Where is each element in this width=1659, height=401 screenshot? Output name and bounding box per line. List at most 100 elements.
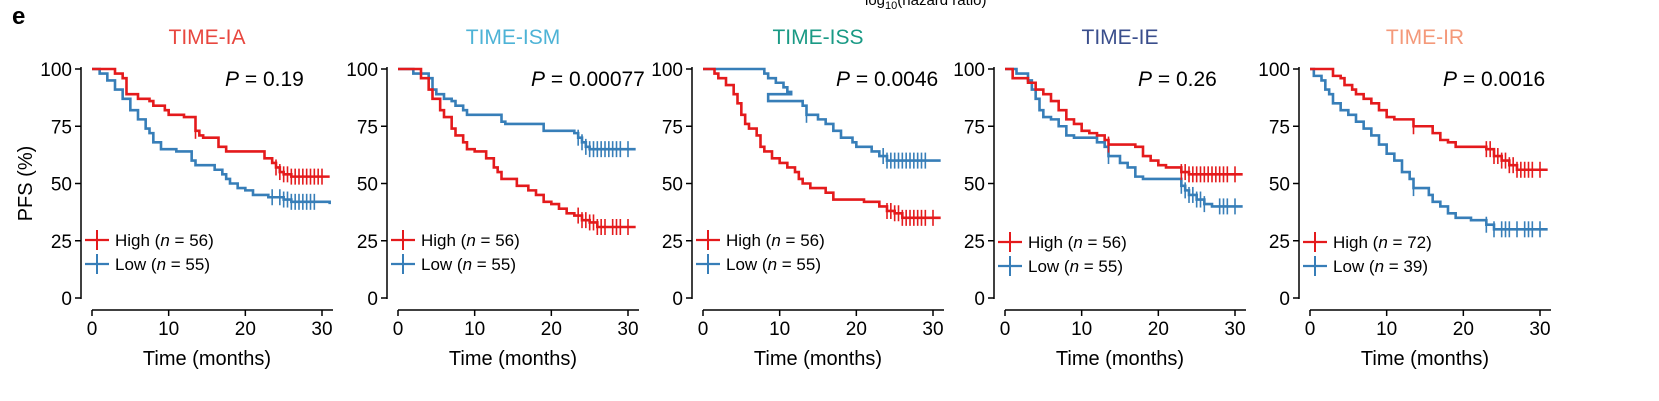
y-tick-label: 50 bbox=[1269, 175, 1290, 196]
x-tick-label: 0 bbox=[87, 319, 98, 340]
x-tick-label: 10 bbox=[464, 319, 485, 340]
legend-n-symbol: n bbox=[1375, 257, 1384, 276]
y-tick-label: 25 bbox=[662, 232, 683, 253]
clipped-top-sub: 10 bbox=[885, 0, 897, 12]
legend-n-value: = 55) bbox=[777, 255, 821, 274]
legend-n-symbol: n bbox=[768, 255, 777, 274]
legend-series-name: High ( bbox=[1028, 233, 1074, 252]
x-tick-label: 20 bbox=[1148, 319, 1169, 340]
x-tick-label: 0 bbox=[393, 319, 404, 340]
legend-label-low: Low (n = 55) bbox=[115, 255, 210, 274]
x-tick-label: 30 bbox=[617, 319, 638, 340]
x-tick-label: 20 bbox=[846, 319, 867, 340]
legend-n-value: = 56) bbox=[170, 231, 214, 250]
p-value-label: P = 0.00077 bbox=[531, 68, 645, 91]
legend-n-symbol: n bbox=[157, 255, 166, 274]
km-curve-high bbox=[703, 67, 941, 220]
x-axis-title: Time (months) bbox=[1361, 348, 1489, 370]
clipped-top-rest: (hazard ratio) bbox=[897, 0, 986, 9]
legend-series-name: Low ( bbox=[1333, 257, 1375, 276]
p-value: = 0.19 bbox=[239, 68, 304, 91]
x-tick-label: 10 bbox=[1376, 319, 1397, 340]
clipped-top-label: log10(hazard ratio) bbox=[865, 0, 986, 12]
km-panel-3: TIME-ISS 0 25 50 75 100 0 10 20 30 Time (months) P … bbox=[651, 26, 944, 370]
legend-n-value: = 39) bbox=[1384, 257, 1428, 276]
km-curve-high bbox=[1005, 67, 1243, 176]
y-tick-label: 100 bbox=[953, 60, 985, 81]
y-axis-title: PFS (%) bbox=[15, 146, 37, 222]
legend-label-high: High (n = 56) bbox=[1028, 233, 1127, 252]
y-tick-label: 50 bbox=[51, 175, 72, 196]
km-curve-low bbox=[1310, 67, 1548, 231]
legend-n-symbol: n bbox=[1378, 233, 1387, 252]
y-tick-label: 25 bbox=[51, 232, 72, 253]
km-curve-low bbox=[92, 67, 331, 205]
chart-title: TIME-ISS bbox=[772, 26, 863, 49]
km-panel-5: TIME-IR 0 25 50 75 100 0 10 20 30 Time (months) P =… bbox=[1258, 26, 1551, 370]
clipped-top-main: log bbox=[865, 0, 885, 9]
legend-n-symbol: n bbox=[466, 231, 475, 250]
x-tick-label: 0 bbox=[698, 319, 709, 340]
legend-n-value: = 56) bbox=[781, 231, 825, 250]
legend-n-value: = 55) bbox=[472, 255, 516, 274]
y-tick-label: 75 bbox=[662, 117, 683, 138]
legend-n-value: = 55) bbox=[1079, 257, 1123, 276]
x-tick-label: 10 bbox=[158, 319, 179, 340]
x-tick-label: 30 bbox=[311, 319, 332, 340]
x-tick-label: 10 bbox=[769, 319, 790, 340]
legend-n-symbol: n bbox=[771, 231, 780, 250]
legend-n-symbol: n bbox=[160, 231, 169, 250]
y-tick-label: 100 bbox=[346, 60, 378, 81]
legend-label-low: Low (n = 55) bbox=[726, 255, 821, 274]
y-tick-label: 100 bbox=[40, 60, 72, 81]
legend-series-name: Low ( bbox=[421, 255, 463, 274]
legend-series-name: Low ( bbox=[1028, 257, 1070, 276]
p-value: = 0.00077 bbox=[545, 68, 645, 91]
y-tick-label: 50 bbox=[357, 175, 378, 196]
y-tick-label: 0 bbox=[367, 289, 378, 310]
chart-title: TIME-ISM bbox=[466, 26, 561, 49]
legend-label-low: Low (n = 55) bbox=[421, 255, 516, 274]
y-tick-label: 75 bbox=[357, 117, 378, 138]
km-panel-4: TIME-IE 0 25 50 75 100 0 10 20 30 Time (months) P =… bbox=[953, 26, 1246, 370]
p-value: = 0.0016 bbox=[1457, 68, 1545, 91]
p-value-label: P = 0.0016 bbox=[1443, 68, 1545, 91]
legend-n-value: = 56) bbox=[476, 231, 520, 250]
y-tick-label: 25 bbox=[357, 232, 378, 253]
y-tick-label: 50 bbox=[662, 175, 683, 196]
p-symbol: P bbox=[1138, 68, 1152, 91]
km-curve-high bbox=[398, 67, 636, 229]
panel-letter: e bbox=[12, 3, 25, 30]
x-tick-label: 30 bbox=[1529, 319, 1550, 340]
legend-n-symbol: n bbox=[1070, 257, 1079, 276]
y-tick-label: 0 bbox=[672, 289, 683, 310]
y-tick-label: 0 bbox=[1279, 289, 1290, 310]
x-tick-label: 10 bbox=[1071, 319, 1092, 340]
x-tick-label: 0 bbox=[1000, 319, 1011, 340]
legend-series-name: High ( bbox=[115, 231, 161, 250]
x-tick-label: 20 bbox=[541, 319, 562, 340]
p-symbol: P bbox=[531, 68, 545, 91]
x-axis-title: Time (months) bbox=[143, 348, 271, 370]
legend-n-value: = 55) bbox=[166, 255, 210, 274]
x-tick-label: 20 bbox=[1453, 319, 1474, 340]
chart-title: TIME-IR bbox=[1386, 26, 1464, 49]
y-tick-label: 100 bbox=[1258, 60, 1290, 81]
y-tick-label: 0 bbox=[61, 289, 72, 310]
legend-label-high: High (n = 72) bbox=[1333, 233, 1432, 252]
y-tick-label: 75 bbox=[1269, 117, 1290, 138]
p-value: = 0.26 bbox=[1152, 68, 1217, 91]
x-tick-label: 30 bbox=[1224, 319, 1245, 340]
legend-n-symbol: n bbox=[463, 255, 472, 274]
legend-label-high: High (n = 56) bbox=[421, 231, 520, 250]
y-tick-label: 75 bbox=[51, 117, 72, 138]
km-panel-1: TIME-IA 0 25 50 75 100 0 10 20 30 Time (months) PFS… bbox=[15, 26, 333, 370]
p-value: = 0.0046 bbox=[850, 68, 938, 91]
y-tick-label: 25 bbox=[964, 232, 985, 253]
legend-series-name: Low ( bbox=[726, 255, 768, 274]
chart-title: TIME-IA bbox=[169, 26, 246, 49]
legend-series-name: High ( bbox=[1333, 233, 1379, 252]
legend-series-name: High ( bbox=[421, 231, 467, 250]
